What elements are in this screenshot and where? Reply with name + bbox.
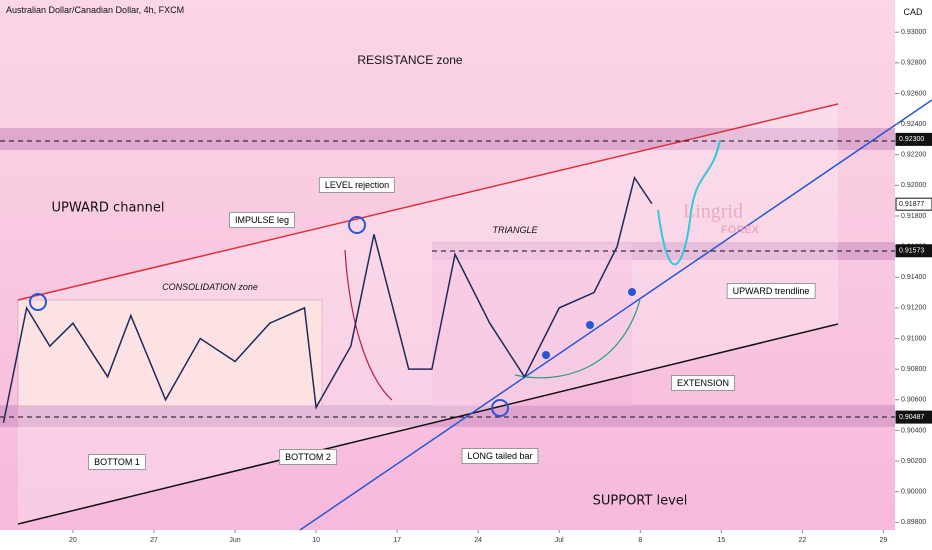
annotation: UPWARD channel xyxy=(51,200,165,216)
impulse-arrow xyxy=(344,249,393,401)
y-tick-label: 0.91800 xyxy=(901,213,926,220)
watermark: Lingrid xyxy=(683,200,743,223)
y-tick-label: 0.91400 xyxy=(901,274,926,281)
y-tick-label: 0.91200 xyxy=(901,305,926,312)
y-tick-label: 0.89800 xyxy=(901,519,926,526)
x-tick-label: 27 xyxy=(150,537,158,544)
annotation: BOTTOM 2 xyxy=(279,449,337,465)
triangle-box xyxy=(432,243,632,406)
x-tick-label: 15 xyxy=(717,537,725,544)
x-tick-label: Jun xyxy=(229,537,240,544)
y-tick-label: 0.90400 xyxy=(901,427,926,434)
channel-bottom xyxy=(17,323,839,525)
y-tick-label: 0.90200 xyxy=(901,458,926,465)
y-tick-label: 0.91000 xyxy=(901,335,926,342)
y-tick-label: 0.92600 xyxy=(901,90,926,97)
x-tick-label: 29 xyxy=(880,537,888,544)
title: Australian Dollar/Canadian Dollar, 4h, F… xyxy=(6,5,185,15)
marker xyxy=(29,293,47,311)
currency: CAD xyxy=(903,7,923,17)
trendline xyxy=(299,99,932,531)
y-tick-label: 0.90600 xyxy=(901,397,926,404)
price-label: 0.90487 xyxy=(899,414,924,421)
price-label-box xyxy=(895,197,932,211)
y-tick-label: 0.92200 xyxy=(901,152,926,159)
price-axis-bg xyxy=(895,0,932,550)
annotation: BOTTOM 1 xyxy=(88,454,146,470)
y-tick-label: 0.92400 xyxy=(901,121,926,128)
y-tick-label: 0.90000 xyxy=(901,489,926,496)
annotation: LONG tailed bar xyxy=(461,448,539,464)
price-label-box xyxy=(895,132,932,146)
consolidation-box xyxy=(17,299,323,407)
channel-top xyxy=(17,103,839,301)
annotation: UPWARD trendline xyxy=(726,283,816,299)
price-label-box xyxy=(895,244,932,258)
price-label: 0.91877 xyxy=(899,201,924,208)
annotation: CONSOLIDATION zone xyxy=(162,282,258,292)
marker xyxy=(628,288,636,296)
x-tick-label: 8 xyxy=(638,537,642,544)
x-tick-label: 17 xyxy=(393,537,401,544)
marker xyxy=(348,216,366,234)
y-tick-label: 0.93000 xyxy=(901,29,926,36)
price-label: 0.92300 xyxy=(899,136,924,143)
support-band xyxy=(0,405,895,427)
annotation: RESISTANCE zone xyxy=(357,53,463,67)
annotation: SUPPORT level xyxy=(592,493,688,509)
price-label-box xyxy=(895,410,932,424)
annotation: IMPULSE leg xyxy=(228,212,296,228)
x-tick-label: 10 xyxy=(312,537,320,544)
annotation: EXTENSION xyxy=(670,375,736,391)
channel-fill xyxy=(18,104,838,524)
annotation: LEVEL rejection xyxy=(318,177,396,193)
x-tick-label: 22 xyxy=(798,537,806,544)
x-tick-label: Jul xyxy=(555,537,564,544)
x-tick-label: 20 xyxy=(69,537,77,544)
y-tick-label: 0.92800 xyxy=(901,60,926,67)
y-tick-label: 0.90800 xyxy=(901,366,926,373)
watermark: FOREX xyxy=(721,224,759,236)
marker xyxy=(586,321,594,329)
marker xyxy=(491,399,509,417)
x-tick-label: 24 xyxy=(474,537,482,544)
price-label: 0.91573 xyxy=(899,248,924,255)
annotation: TRIANGLE xyxy=(492,225,538,235)
extension-arc xyxy=(514,299,641,379)
y-tick-label: 0.92000 xyxy=(901,182,926,189)
time-axis-bg xyxy=(0,530,932,550)
marker xyxy=(542,351,550,359)
price-line xyxy=(2,175,653,423)
projection xyxy=(657,139,721,266)
